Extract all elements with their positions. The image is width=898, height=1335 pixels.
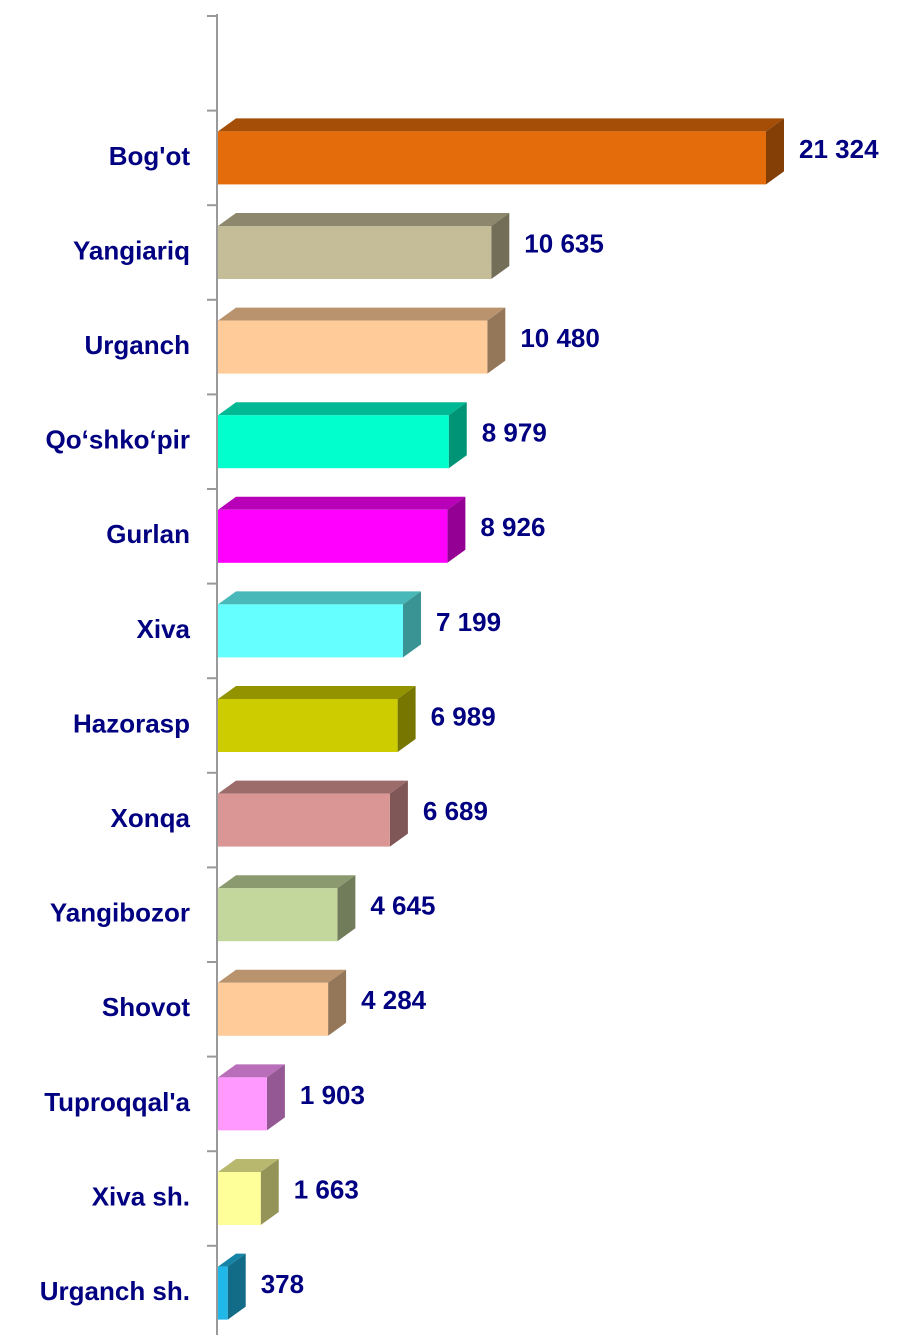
bar-side [337,875,356,942]
category-label: Qo‘shko‘pir [46,425,190,455]
bar-side [403,591,422,658]
bar [218,875,356,942]
value-label: 1 663 [294,1174,359,1204]
bar [218,307,506,374]
bar [218,780,408,847]
bar-top [218,875,356,889]
value-label: 4 645 [370,891,435,921]
value-label: 7 199 [436,607,501,637]
value-label: 6 689 [423,796,488,826]
value-label: 1 903 [300,1080,365,1110]
value-label: 10 480 [520,323,600,353]
category-label: Xonqa [111,803,191,833]
bar-side [766,118,784,185]
bar-top [218,969,347,983]
bar-front [218,509,448,563]
value-label: 4 284 [361,985,427,1015]
bar [218,1253,246,1320]
bar-side [448,402,467,469]
bar-front [218,888,338,942]
category-label: Shovot [102,992,190,1022]
bar-side [389,780,408,847]
bar-top [218,780,408,794]
bar-top [218,1064,285,1078]
bar-top [218,118,784,132]
bar-front [218,415,449,469]
value-label: 6 989 [431,701,496,731]
bar-top [218,307,506,321]
value-label: 10 635 [524,228,604,258]
bar-side [227,1253,246,1320]
bar [218,969,347,1036]
bar [218,1064,285,1131]
bar-side [487,307,506,374]
bar-front [218,793,390,847]
bar-front [218,226,492,279]
value-label: 8 926 [480,512,545,542]
bar [218,213,510,279]
bar [218,591,422,658]
bar-top [218,496,466,510]
bar-front [218,604,404,658]
bar-front [218,1077,267,1131]
category-label: Xiva sh. [92,1181,190,1211]
bar [218,118,784,185]
category-label: Yangibozor [50,898,190,928]
bar-top [218,1253,246,1267]
bar-top [218,686,416,699]
value-label: 378 [261,1269,304,1299]
category-label: Urganch [85,330,190,360]
category-label: Xiva [137,614,191,644]
category-label: Tuproqqal'a [44,1087,190,1117]
bar-front [218,982,329,1036]
bar-top [218,591,422,605]
bar-side [397,686,416,752]
bar-top [218,1159,279,1172]
value-label: 8 979 [482,418,547,448]
bar-top [218,213,510,226]
value-label: 21 324 [799,134,879,164]
bar-front [218,699,398,752]
bar [218,496,466,563]
bar-front [218,131,766,185]
category-label: Urganch sh. [40,1276,190,1306]
category-label: Bog'ot [109,141,191,171]
bar-side [328,969,347,1036]
bar-front [218,1266,228,1320]
bar-front [218,1172,261,1225]
bar [218,686,416,752]
bar-side [491,213,510,279]
bar [218,402,467,469]
bar-side [260,1159,279,1225]
bar [218,1159,279,1225]
bar-top [218,402,467,416]
category-label: Hazorasp [73,708,190,738]
bar-side [266,1064,285,1131]
category-label: Yangiariq [73,235,190,265]
bar-side [447,496,466,563]
bar-front [218,320,488,374]
category-label: Gurlan [106,519,190,549]
